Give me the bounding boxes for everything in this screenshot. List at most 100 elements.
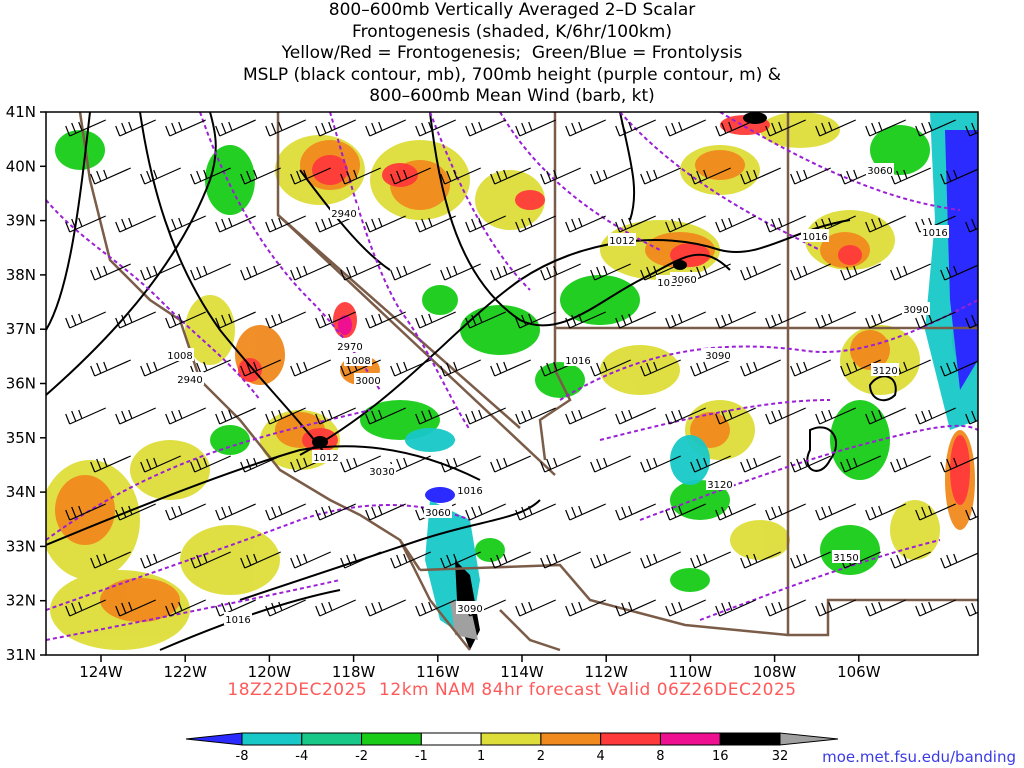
wind-barb [765,407,806,425]
wind-barb [265,311,306,329]
wind-barb [865,119,906,137]
credit-link[interactable]: moe.met.fsu.edu/banding [822,748,1016,766]
wind-barb [340,167,381,185]
wind-barb [965,602,978,617]
wind-barb [190,455,231,473]
height-label: 3060 [671,275,696,286]
mslp-label-bg [921,225,949,238]
height-label: 3000 [355,376,380,387]
height-label: 2970 [337,342,362,353]
wind-barb [991,360,1024,376]
mslp-label-bg [608,233,636,246]
colorbar-swatch [480,732,542,746]
height-label-bg [871,363,899,376]
wind-barb [715,503,756,521]
wind-barb [665,599,706,617]
height-label: 3090 [457,604,482,615]
wind-barb [540,167,581,185]
mslp-label: 1016 [565,356,590,367]
height-label: 3030 [369,467,394,478]
mslp-label: 1008 [345,356,370,367]
wind-barb [665,119,706,137]
wind-barb [915,407,956,425]
wind-barb [465,311,506,329]
wind-barb [240,551,281,569]
lat-tick-label: 40N [6,157,36,175]
wind-barb [115,407,156,425]
wind-barb [565,215,606,233]
wind-barb [865,503,906,521]
wind-barb [590,359,631,377]
wind-barb [440,167,481,185]
wind-barb [615,407,656,425]
wind-barb [915,311,956,329]
wind-barb [340,455,381,473]
state-borders [78,112,978,652]
lat-tick-label: 32N [6,592,36,610]
height-label: 3060 [425,508,450,519]
wind-barb [515,503,556,521]
wind-barb [815,599,856,617]
mslp-label-bg [344,353,372,366]
wind-barb [490,263,531,281]
wind-barb [290,551,331,569]
lat-tick-label: 38N [6,266,36,284]
wind-barb [540,263,581,281]
wind-barb [765,599,806,617]
wind-barb [115,599,156,617]
wind-barb [240,359,281,377]
mslp-label-bg [456,483,484,496]
lat-tick-label: 33N [6,537,36,555]
wind-barb [815,407,856,425]
wind-barb [790,359,831,377]
colorbar-swatch [600,732,661,746]
wind-barb [915,503,956,521]
wind-barb [390,167,431,185]
lat-tick-label: 39N [6,212,36,230]
wind-barb [715,407,756,425]
wind-barb [140,263,181,281]
wind-barb [390,359,431,377]
wind-barb [815,311,856,329]
wind-barb [640,359,681,377]
wind-barb [415,599,456,617]
height-label-bg [456,601,484,614]
lon-tick-label: 112W [584,663,628,681]
wind-barb [640,263,681,281]
colorbar-label: 4 [597,749,605,764]
wind-barb [615,215,656,233]
wind-barb [690,551,731,569]
wind-barb [640,455,681,473]
wind-barb [490,167,531,185]
wind-barb [190,167,231,185]
wind-barb [840,359,881,377]
colorbar-label: 2 [537,749,545,764]
wind-barb [65,599,106,617]
colorbar-label: -2 [355,749,368,764]
height-label: 3150 [833,553,858,564]
wind-barb [465,407,506,425]
lon-tick-label: 122W [163,663,207,681]
wind-barb [740,359,781,377]
wind-barb [765,119,806,137]
wind-barb [190,263,231,281]
wind-barb [165,215,206,233]
colorbar-swatch [301,732,363,746]
wind-barb [315,311,356,329]
wind-barb [265,599,306,617]
wind-barb [665,215,706,233]
wind-barbs [65,119,1024,617]
height-label-bg [832,550,860,563]
wind-barb [215,119,256,137]
height-label-bg [176,372,204,385]
lon-tick-label: 118W [332,663,376,681]
forecast-subtitle: 18Z22DEC2025 12km NAM 84hr forecast Vali… [227,680,797,700]
wind-barb [315,599,356,617]
wind-barb [115,119,156,137]
wind-barb [65,215,106,233]
wind-barb [815,119,856,137]
wind-barb [390,551,431,569]
wind-barb [490,551,531,569]
height-label: 2940 [177,375,202,386]
wind-barb [790,551,831,569]
